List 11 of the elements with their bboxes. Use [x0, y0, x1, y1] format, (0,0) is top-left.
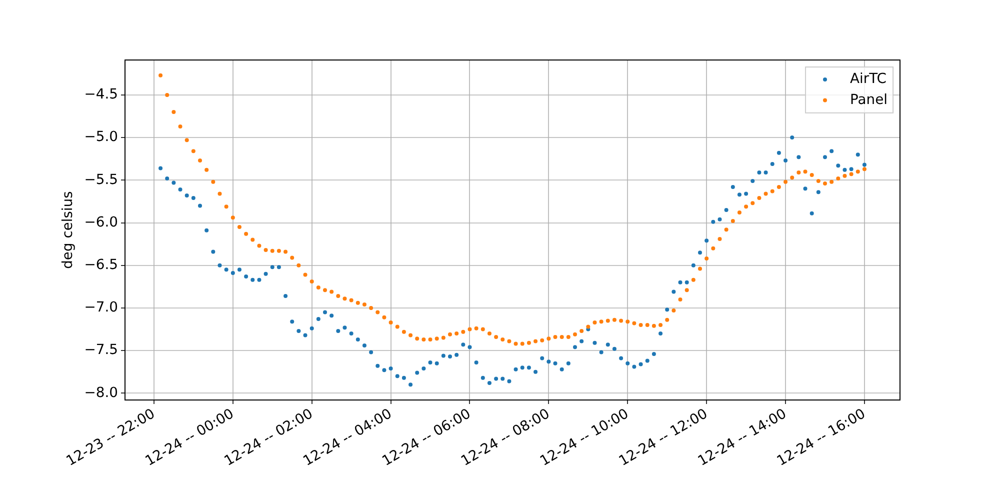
y-tick-label: −4.5	[84, 86, 118, 103]
y-tick-label: −5.5	[84, 172, 118, 188]
y-tick-label: −5.0	[84, 129, 118, 146]
y-tick-label: −6.5	[84, 256, 118, 273]
y-tick-label: −7.0	[84, 300, 118, 316]
y-axis-title: deg celsius	[60, 191, 76, 269]
y-tick-label: −6.0	[84, 214, 118, 230]
y-tick-label: −7.5	[84, 342, 118, 358]
legend-label: AirTC	[850, 71, 886, 88]
y-tick-label: −8.0	[84, 384, 118, 401]
legend-label: Panel	[850, 92, 888, 108]
